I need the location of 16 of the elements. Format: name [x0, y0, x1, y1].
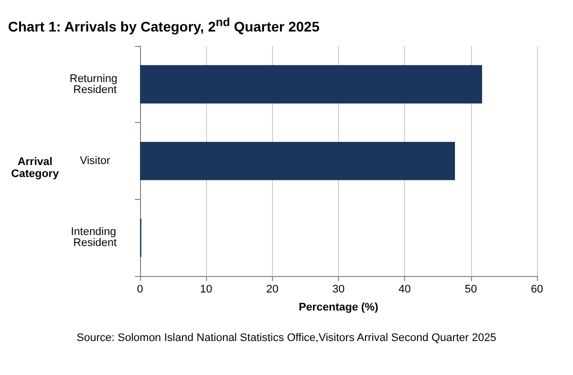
x-tick-label: 40 — [398, 284, 411, 296]
bar — [140, 65, 482, 104]
x-tick-label: 30 — [332, 284, 345, 296]
y-axis-title: Arrival Category — [10, 156, 60, 180]
y-tick-label: Visitor — [80, 155, 111, 167]
source-note: Source: Solomon Island National Statistics Office,Visitors Arrival Second Quarter 2025 — [76, 332, 498, 344]
x-tick-label: 10 — [200, 284, 212, 296]
x-tick-label: 50 — [464, 284, 477, 296]
chart-title: Chart 1: Arrivals by Category, 2$^{nd}$ Quarter 2025 — [8, 16, 320, 35]
x-tick-label: 20 — [266, 284, 278, 296]
y-tick-label: Returning Resident — [70, 72, 120, 96]
bar — [140, 142, 455, 180]
x-tick-label: 0 — [136, 284, 144, 296]
y-tick-label: Intending Resident — [70, 226, 120, 250]
x-axis-title: Percentage (%) — [298, 302, 379, 314]
x-tick-label: 60 — [530, 284, 544, 296]
